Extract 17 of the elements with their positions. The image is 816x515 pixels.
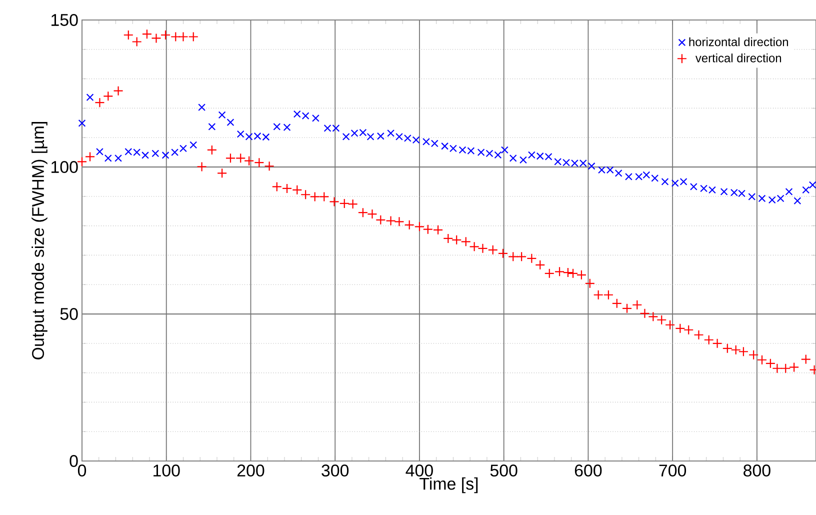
x-tick-label: 400 <box>406 464 433 477</box>
x-tick-label: 700 <box>659 464 686 477</box>
x-axis-title: Time [s] <box>420 477 478 494</box>
y-tick-label: 0 <box>70 455 78 467</box>
x-tick-label: 100 <box>154 464 180 477</box>
x-tick-label: 800 <box>744 464 770 477</box>
y-tick-label: 50 <box>60 308 78 320</box>
x-tick-label: 200 <box>237 464 264 477</box>
x-tick-label: 600 <box>574 464 602 477</box>
y-axis-title: Output mode size (FWHM) [µm] <box>32 122 48 360</box>
y-tick-label: 150 <box>52 14 78 26</box>
legend-label: vertical direction <box>695 54 782 62</box>
x-tick-label: 300 <box>322 464 349 477</box>
y-tick-label: 100 <box>52 161 78 173</box>
x-tick-label: 500 <box>490 464 518 477</box>
x-tick-label: 0 <box>78 464 86 477</box>
legend-label: horizontal direction <box>689 37 788 46</box>
